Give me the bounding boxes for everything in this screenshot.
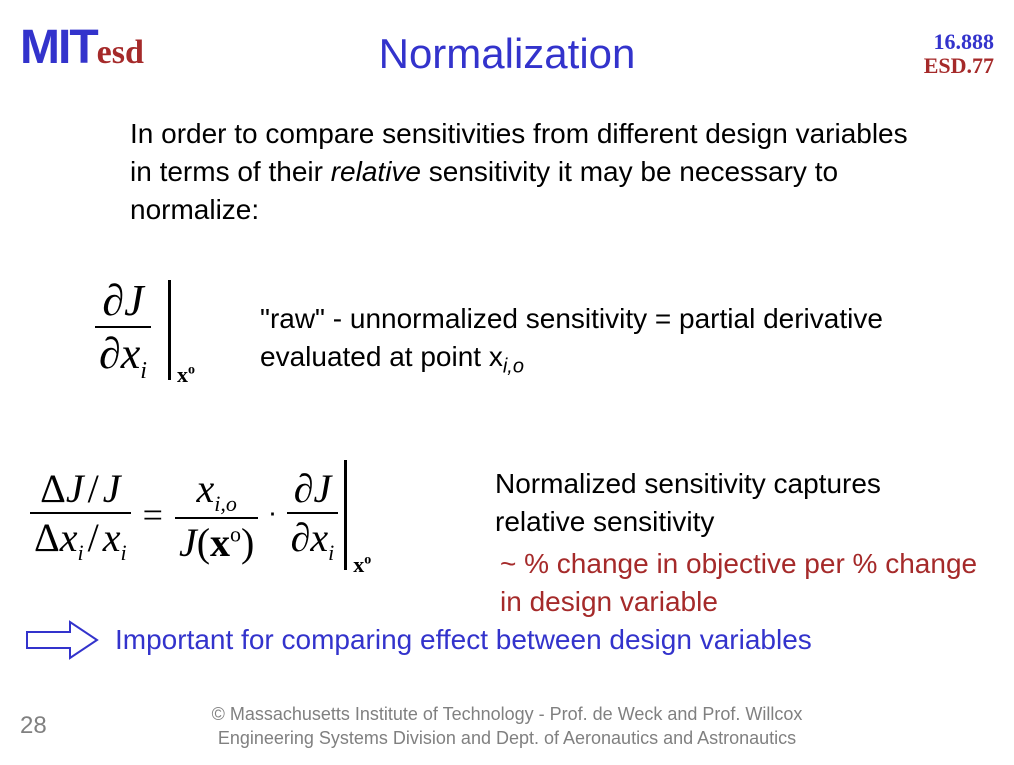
eq2-lhs: ΔJ/J Δxi/xi [30, 465, 131, 566]
eq2-description-1: Normalized sensitivity captures relative… [495, 465, 975, 541]
eq2-x2: x [103, 515, 121, 560]
equation-normalized-sensitivity: ΔJ/J Δxi/xi = xi,o J(xo) ⋅ ∂J ∂xi xo [30, 460, 347, 570]
course-codes: 16.888 ESD.77 [924, 30, 994, 78]
eq2-deltaJ: Δ [40, 466, 66, 511]
eq1-partial-num: ∂ [102, 276, 124, 325]
eq2-x4: x [310, 515, 328, 560]
equation-raw-sensitivity: ∂J ∂xi xo [95, 275, 171, 385]
eq2-eval-sup: o [364, 553, 371, 568]
eq2-lp: ( [197, 520, 210, 565]
eq2-equals: = [143, 494, 163, 536]
eq1-eval-sup: o [188, 363, 195, 378]
copyright-line2: Engineering Systems Division and Dept. o… [0, 727, 1014, 750]
eq1-eval-x: x [177, 362, 188, 387]
copyright-footer: © Massachusetts Institute of Technology … [0, 703, 1014, 750]
eq2-dJ: ∂ [294, 466, 314, 511]
conclusion-row: Important for comparing effect between d… [25, 620, 812, 660]
eq2-J4: J [313, 466, 331, 511]
eq2-xio: i,o [214, 491, 237, 516]
eq2-xo: o [230, 521, 241, 546]
eq2-eval-x: x [353, 552, 364, 577]
eq2-deltax: Δ [34, 515, 60, 560]
eq2-J3: J [179, 520, 197, 565]
eq2-J1: J [66, 466, 84, 511]
eq1-eval-bar: xo [168, 280, 171, 380]
eq2-dx: ∂ [291, 515, 311, 560]
eq2-x1: x [60, 515, 78, 560]
eq1-description: "raw" - unnormalized sensitivity = parti… [260, 300, 940, 380]
course-code-top: 16.888 [924, 30, 994, 54]
eq2-xi4: i [328, 540, 334, 565]
eq2-xi2: i [121, 540, 127, 565]
conclusion-text: Important for comparing effect between d… [115, 624, 812, 656]
eq2-rhs-frac2: ∂J ∂xi [287, 465, 339, 566]
eq2-description-2: ~ % change in objective per % change in … [500, 545, 980, 621]
eq2-rhs-frac1: xi,o J(xo) [175, 465, 258, 566]
arrow-icon [25, 620, 100, 660]
intro-paragraph: In order to compare sensitivities from d… [130, 115, 910, 228]
eq1-J: J [124, 276, 144, 325]
eq2-eval-bar: xo [344, 460, 347, 570]
course-code-bottom: ESD.77 [924, 54, 994, 78]
slide-title: Normalization [0, 30, 1014, 78]
eq2-rp: ) [241, 520, 254, 565]
eq2-dot: ⋅ [268, 500, 276, 530]
eq1-desc-text: "raw" - unnormalized sensitivity = parti… [260, 303, 883, 372]
eq2-boldx: x [210, 520, 230, 565]
eq2-x3: x [196, 466, 214, 511]
eq2-xi1: i [78, 540, 84, 565]
eq1-desc-sub: i,o [503, 355, 524, 377]
copyright-line1: © Massachusetts Institute of Technology … [0, 703, 1014, 726]
eq1-sub-i: i [140, 357, 147, 384]
slide-header: MIT esd Normalization 16.888 ESD.77 [0, 20, 1014, 85]
intro-italic: relative [331, 156, 421, 187]
eq1-x: x [121, 329, 141, 378]
eq2-J2: J [103, 466, 121, 511]
eq1-partial-den: ∂ [99, 329, 121, 378]
